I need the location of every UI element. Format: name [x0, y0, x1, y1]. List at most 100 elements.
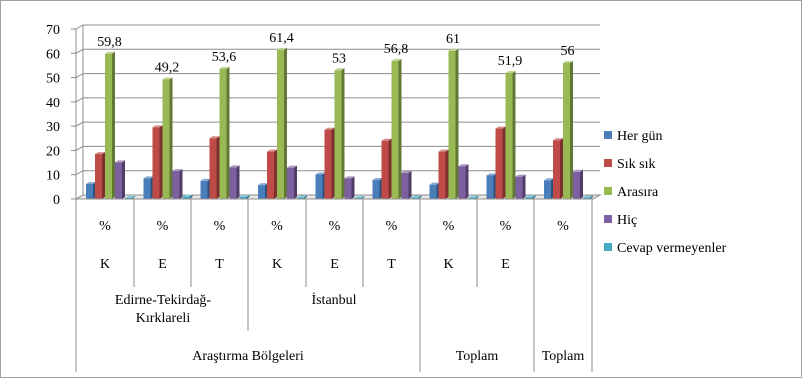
bar-2-0: [105, 51, 115, 200]
y-tick-label-5: 50: [46, 72, 60, 87]
bar-2-6: [448, 48, 459, 199]
bar-1-6: [438, 149, 449, 199]
data-label-1: 49,2: [155, 61, 180, 76]
group-label-6: K: [443, 257, 453, 272]
bar-2-2: [219, 66, 230, 199]
gridline-2: [75, 145, 600, 151]
gridline-7: [75, 24, 600, 30]
bar-4-7: [525, 195, 536, 199]
bar-0-8: [544, 178, 554, 199]
group-label-1: E: [158, 257, 167, 272]
category-label-2: %: [214, 219, 226, 234]
gridline-4: [75, 97, 600, 103]
legend-label-0: Her gün: [617, 129, 663, 144]
region-label-1: İstanbul: [311, 292, 356, 308]
bar-3-8: [573, 169, 583, 199]
category-label-7: %: [500, 219, 512, 234]
bar-2-7: [505, 70, 516, 199]
category-label-0: %: [99, 219, 111, 234]
group-label-3: K: [272, 257, 282, 272]
data-label-7: 51,9: [498, 54, 523, 69]
bar-3-5: [401, 170, 412, 199]
bar-0-5: [372, 178, 383, 199]
bar-3-4: [344, 176, 355, 199]
bar-4-2: [239, 195, 250, 199]
group-label-4: E: [330, 257, 339, 272]
bar-0-7: [486, 173, 497, 199]
legend-label-3: Hiç: [617, 213, 637, 228]
bar-3-7: [515, 174, 526, 199]
y-tick-label-3: 30: [46, 120, 60, 135]
bar-0-2: [200, 178, 211, 199]
y-tick-label-4: 40: [46, 96, 60, 111]
bar-4-6: [468, 195, 479, 199]
y-axis: 0 10 20 30 40 50 60 70: [46, 23, 77, 208]
category-label-5: %: [386, 219, 398, 234]
category-label-3: %: [271, 219, 283, 234]
data-label-8: 56: [561, 44, 575, 59]
gridline-1: [75, 170, 600, 176]
category-table: % K% E% T% K% E% T% K% E% Edirne-Tekirdağ-Kırklar…: [75, 198, 593, 372]
gridline-3: [75, 121, 600, 127]
bar-1-0: [95, 152, 105, 199]
bar-3-2: [229, 165, 240, 199]
bottom-label-toplam-2: Toplam: [542, 349, 585, 364]
legend-swatch-0: [604, 131, 612, 139]
bar-4-8: [583, 195, 593, 199]
bar-2-4: [334, 68, 345, 200]
gridline-5: [75, 73, 600, 79]
legend-swatch-1: [604, 159, 612, 167]
data-label-0: 59,8: [97, 35, 122, 50]
bar-2-8: [563, 61, 573, 199]
bar-3-1: [172, 169, 183, 199]
bar-2-1: [162, 77, 173, 199]
data-label-3: 61,4: [269, 31, 294, 46]
bar-1-4: [324, 127, 335, 199]
bar-0-6: [429, 182, 440, 199]
bar-1-3: [267, 149, 277, 199]
bar-0-3: [258, 183, 268, 199]
category-label-8: %: [557, 219, 569, 234]
group-label-7: E: [501, 257, 510, 272]
legend-label-2: Arasıra: [617, 185, 659, 200]
group-label-2: T: [215, 257, 224, 272]
bottom-label-toplam-1: Toplam: [456, 349, 499, 364]
y-tick-label-2: 20: [46, 144, 60, 159]
bar-1-8: [553, 138, 563, 199]
bar-3-3: [287, 165, 297, 199]
y-tick-label-1: 10: [46, 169, 60, 184]
bar-3-0: [115, 160, 125, 199]
legend-label-4: Cevap vermeyenler: [617, 241, 727, 256]
bar-1-7: [495, 126, 506, 199]
category-label-6: %: [443, 219, 455, 234]
y-tick-label-7: 70: [46, 23, 60, 38]
data-label-2: 53,6: [212, 50, 237, 65]
y-tick-label-0: 0: [53, 193, 60, 208]
bar-4-1: [182, 194, 193, 199]
data-label-4: 53: [332, 51, 346, 66]
region-label-0: Edirne-Tekirdağ-Kırklareli: [115, 293, 212, 326]
bar-2-5: [391, 59, 402, 199]
bottom-label-arastirma: Araştırma Bölgeleri: [192, 349, 304, 364]
bar-1-1: [152, 125, 163, 199]
group-label-5: T: [387, 257, 396, 272]
bar-0-4: [315, 172, 326, 199]
bar-1-2: [209, 136, 220, 199]
data-labels-layer: 59,8 49,2 53,6 61,4 53 56,8 61 51,9 56: [97, 31, 574, 76]
group-label-0: K: [100, 257, 110, 272]
legend-swatch-2: [604, 187, 612, 195]
y-tick-label-6: 60: [46, 47, 60, 62]
data-label-5: 56,8: [384, 42, 409, 57]
legend-swatch-3: [604, 215, 612, 223]
legend: Her gün Sık sık Arasıra Hiç Cevap vermeyenle…: [604, 129, 727, 256]
legend-label-1: Sık sık: [617, 157, 656, 172]
gridline-6: [75, 48, 600, 54]
bar-0-0: [86, 181, 96, 199]
category-label-4: %: [329, 219, 341, 234]
bar-0-1: [143, 176, 154, 199]
bars-layer: [86, 47, 593, 200]
category-label-1: %: [157, 219, 169, 234]
bar-1-5: [381, 138, 392, 199]
